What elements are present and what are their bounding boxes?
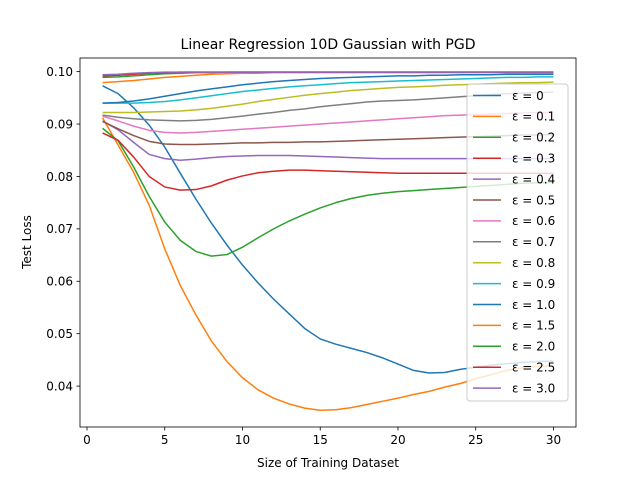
y-tick-label: 0.05 bbox=[46, 327, 73, 341]
legend-label-8: ε = 0.8 bbox=[512, 256, 555, 270]
legend-label-11: ε = 1.5 bbox=[512, 319, 555, 333]
x-tick-label: 5 bbox=[161, 433, 169, 447]
x-axis: 0 5 10 15 20 25 30 bbox=[83, 427, 561, 447]
legend-label-7: ε = 0.7 bbox=[512, 235, 555, 249]
legend-label-0: ε = 0 bbox=[512, 89, 544, 103]
legend-label-4: ε = 0.4 bbox=[512, 172, 555, 186]
y-axis-label: Test Loss bbox=[20, 215, 34, 270]
legend-label-2: ε = 0.2 bbox=[512, 131, 555, 145]
x-tick-label: 0 bbox=[83, 433, 91, 447]
legend-label-13: ε = 2.5 bbox=[512, 361, 555, 375]
series-line-9 bbox=[102, 76, 554, 104]
y-tick-label: 0.10 bbox=[46, 65, 73, 79]
x-tick-label: 10 bbox=[235, 433, 250, 447]
legend: ε = 0 ε = 0.1 ε = 0.2 ε = 0.3 ε = 0.4 ε = 0.5… bbox=[466, 83, 569, 402]
legend-label-12: ε = 2.0 bbox=[512, 340, 555, 354]
plot-frame bbox=[79, 57, 577, 428]
legend-label-14: ε = 3.0 bbox=[512, 381, 555, 395]
legend-label-5: ε = 0.5 bbox=[512, 193, 555, 207]
series-layer bbox=[101, 71, 554, 411]
legend-label-3: ε = 0.3 bbox=[512, 152, 555, 166]
legend-label-6: ε = 0.6 bbox=[512, 214, 555, 228]
x-axis-label: Size of Training Dataset bbox=[257, 456, 399, 470]
legend-label-10: ε = 1.0 bbox=[512, 298, 555, 312]
x-tick-label: 25 bbox=[468, 433, 483, 447]
x-tick-label: 20 bbox=[390, 433, 405, 447]
y-tick-label: 0.08 bbox=[46, 170, 73, 184]
series-line-10 bbox=[102, 73, 554, 104]
x-tick-label: 30 bbox=[546, 433, 561, 447]
y-axis: 0.04 0.05 0.06 0.07 0.08 0.09 0.10 bbox=[46, 65, 80, 393]
series-line-14 bbox=[102, 71, 554, 76]
y-tick-label: 0.04 bbox=[46, 379, 73, 393]
y-tick-label: 0.07 bbox=[46, 222, 73, 236]
legend-label-9: ε = 0.9 bbox=[512, 277, 555, 291]
y-tick-label: 0.06 bbox=[46, 275, 73, 289]
y-tick-label: 0.09 bbox=[46, 117, 73, 131]
legend-label-1: ε = 0.1 bbox=[512, 110, 555, 124]
x-tick-label: 15 bbox=[313, 433, 328, 447]
legend-box bbox=[466, 83, 569, 402]
chart-title: Linear Regression 10D Gaussian with PGD bbox=[181, 37, 476, 53]
